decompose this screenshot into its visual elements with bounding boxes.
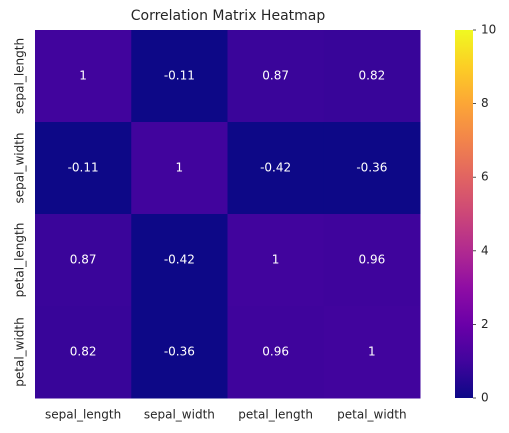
colorbar-tick-label: 10 [481,23,496,37]
cell-label: -0.11 [68,161,99,175]
cell-label: 1 [176,161,184,175]
x-tick-label: sepal_width [144,408,215,422]
heatmap-cell [35,30,132,123]
heatmap-cell [131,122,228,215]
heatmap-cell [323,306,421,399]
cell-label: -0.11 [164,69,195,83]
heatmap-cell [323,122,421,215]
heatmap-cell [131,306,228,399]
y-tick-label: petal_length [13,223,27,298]
heatmap-cell [35,122,132,215]
heatmap-cell [35,214,132,307]
heatmap-cell [323,214,421,307]
x-tick-label: petal_width [337,408,406,422]
cell-label: -0.42 [260,161,291,175]
cell-label: -0.36 [356,161,387,175]
colorbar-tick-label: 4 [481,243,489,257]
cell-label: 0.96 [262,345,289,359]
y-tick-label: petal_width [13,317,27,386]
cell-label: 1 [368,345,376,359]
colorbar-tick-label: 8 [481,96,489,110]
x-tick-label: petal_length [238,408,313,422]
y-tick-label: sepal_length [13,38,27,114]
colorbar [455,30,473,398]
cell-label: -0.42 [164,253,195,267]
cell-label: 0.96 [359,253,386,267]
heatmap-cell [35,306,132,399]
heatmap-cell [227,122,325,215]
heatmap-cell [131,214,228,307]
cell-label: 1 [79,69,87,83]
cell-label: 1 [272,253,280,267]
cell-label: 0.87 [70,253,97,267]
x-tick-label: sepal_length [45,408,121,422]
colorbar-tick-label: 0 [481,391,489,405]
colorbar-tick-label: 2 [481,317,489,331]
heatmap-cell [131,30,228,123]
heatmap-cell [227,306,325,399]
cell-label: 0.82 [70,345,97,359]
chart-title: Correlation Matrix Heatmap [131,8,326,24]
heatmap-cell [323,30,421,123]
cell-label: 0.82 [359,69,386,83]
colorbar-tick-label: 6 [481,170,489,184]
cell-label: 0.87 [262,69,289,83]
cell-label: -0.36 [164,345,195,359]
heatmap-cell [227,214,325,307]
heatmap-cell [227,30,325,123]
y-tick-label: sepal_width [13,132,27,203]
